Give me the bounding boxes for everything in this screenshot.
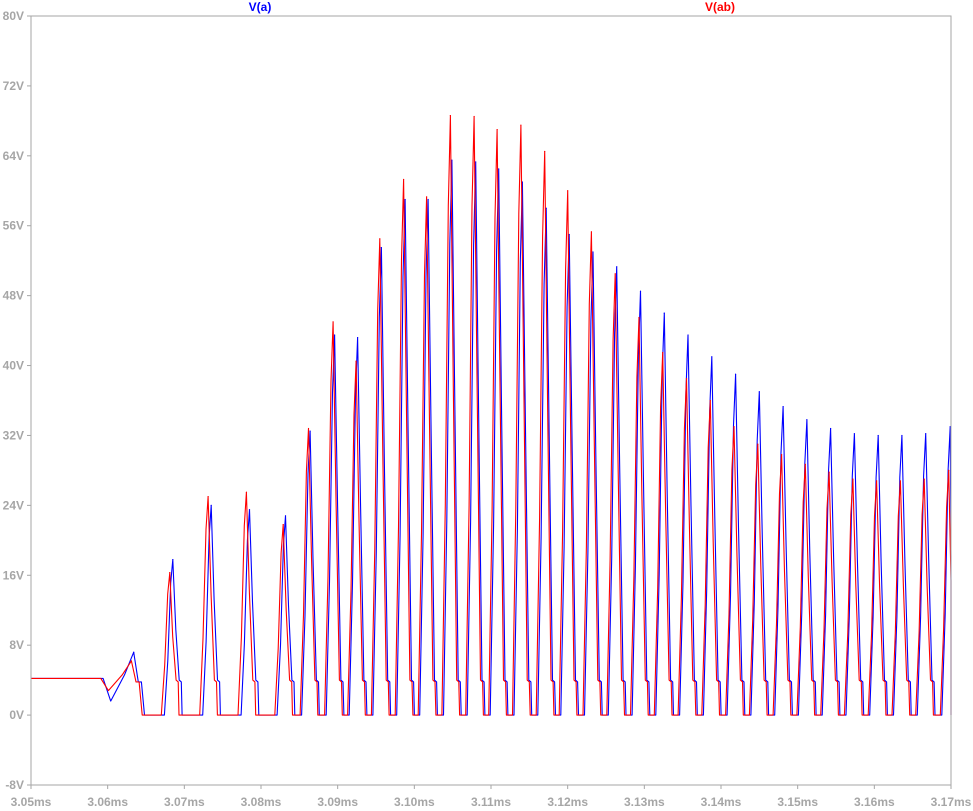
series-2-peak	[473, 115, 475, 118]
series-2-peak	[638, 316, 640, 319]
legend-entry-2: V(ab)	[705, 0, 735, 14]
y-tick-label: 48V	[3, 289, 24, 303]
y-tick-label: 80V	[3, 9, 24, 23]
series-layer	[31, 115, 952, 716]
x-tick-label: 3.08ms	[241, 795, 282, 809]
series-2-peak	[544, 150, 546, 153]
series-1-peak	[498, 168, 500, 170]
series-1-peak	[404, 198, 406, 201]
series-2-peak	[685, 378, 688, 380]
series-2-peak	[403, 178, 405, 181]
series-2-peak	[709, 399, 711, 402]
series-1-peak	[248, 509, 251, 511]
x-tick-label: 3.16ms	[854, 795, 895, 809]
series-1-peak	[451, 159, 453, 161]
y-tick-label: 32V	[3, 428, 24, 442]
series-1-peak	[734, 373, 737, 375]
legend: V(a) V(ab)	[249, 0, 735, 14]
y-tick-label: 72V	[3, 79, 24, 93]
series-1-peak	[639, 290, 642, 292]
series-1-peak	[853, 433, 856, 435]
series-2-peak	[520, 124, 522, 126]
series-1-peak	[172, 558, 174, 561]
series-1-peak	[663, 312, 665, 314]
x-tick-label: 3.06ms	[87, 795, 128, 809]
series-2-peak	[307, 427, 310, 430]
series-1-peak	[568, 233, 570, 236]
y-tick-label: 64V	[3, 149, 24, 163]
series-2-peak	[426, 196, 428, 198]
x-tick-label: 3.17ms	[931, 795, 972, 809]
series-2-peak	[130, 660, 133, 662]
series-2-peak	[923, 478, 925, 480]
series-1-peak	[877, 434, 879, 437]
series-1-peak	[309, 430, 311, 432]
series-1-peak	[521, 181, 524, 183]
series-1-peak	[380, 246, 382, 249]
y-tick-label: 40V	[3, 359, 24, 373]
series-2-peak	[496, 129, 498, 131]
series-1-peak	[427, 198, 429, 201]
series-2-peak	[245, 491, 248, 493]
x-tick-label: 3.09ms	[317, 795, 358, 809]
x-tick-label: 3.15ms	[777, 795, 818, 809]
y-tick-label: 24V	[3, 498, 24, 512]
series-1-peak	[830, 427, 832, 430]
series-2-peak	[852, 478, 854, 480]
series-2-peak	[332, 321, 334, 323]
y-tick-label: 56V	[3, 219, 24, 233]
series-2-peak	[169, 572, 171, 574]
series-2-peak	[282, 523, 284, 526]
x-tick-label: 3.10ms	[394, 795, 435, 809]
series-2-peak	[899, 480, 902, 482]
series-2-peak	[733, 426, 735, 428]
series-1-peak	[782, 406, 784, 408]
series-1-peak	[711, 356, 713, 358]
x-tick-label: 3.05ms	[11, 795, 52, 809]
series-2-peak	[590, 231, 593, 233]
legend-entry-1: V(a)	[249, 0, 272, 14]
series-line-2	[31, 115, 952, 716]
y-tick-label: 8V	[9, 638, 24, 652]
series-1-peak	[475, 161, 477, 163]
x-tick-label: 3.11ms	[471, 795, 511, 809]
series-1-peak	[901, 434, 903, 437]
series-1-peak	[284, 515, 287, 517]
series-2-peak	[379, 238, 381, 240]
series-2-peak	[449, 115, 451, 117]
series-1-peak	[357, 336, 359, 339]
series-1-peak	[210, 504, 212, 506]
series-2-peak	[614, 273, 616, 275]
x-tick-label: 3.07ms	[164, 795, 205, 809]
series-2-peak	[828, 471, 830, 473]
y-tick-label: 16V	[3, 568, 24, 582]
series-2-peak	[948, 469, 950, 472]
series-2-peak	[876, 480, 878, 482]
y-tick-label: 0V	[9, 708, 24, 722]
series-2-peak	[207, 496, 209, 498]
series-1-peak	[687, 334, 689, 336]
series-2-peak	[567, 190, 569, 192]
series-1-peak	[925, 433, 927, 435]
series-1-peak	[334, 334, 336, 336]
series-line-1	[31, 159, 952, 716]
series-2-peak	[804, 463, 806, 465]
x-tick-label: 3.12ms	[547, 795, 588, 809]
series-1-peak	[133, 651, 135, 653]
series-1-peak	[758, 391, 760, 393]
y-tick-label: -8V	[5, 778, 24, 792]
axis-layer: 3.05ms 3.06ms 3.07ms 3.08ms 3.09ms 3.10ms 3.11…	[3, 9, 972, 809]
series-1-peak	[592, 251, 594, 253]
series-2-peak	[662, 351, 664, 354]
x-tick-label: 3.13ms	[624, 795, 665, 809]
x-tick-label: 3.14ms	[701, 795, 742, 809]
series-2-peak	[757, 443, 759, 445]
series-1-peak	[806, 419, 808, 421]
series-2-peak	[355, 360, 357, 362]
series-2-peak	[780, 454, 783, 456]
series-1-peak	[616, 266, 618, 268]
